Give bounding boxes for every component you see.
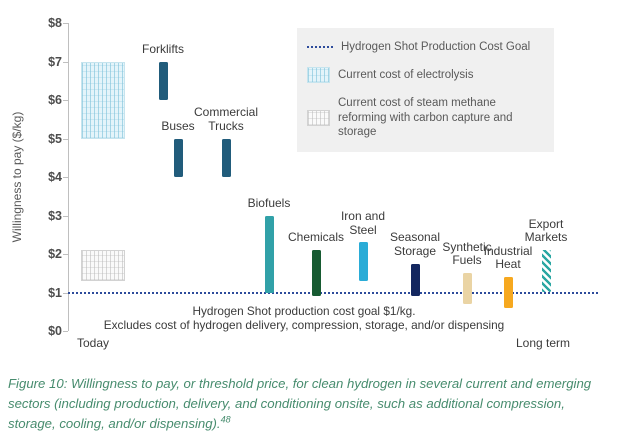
y-tick-label: $3 [48,208,62,223]
y-tick-label: $4 [48,170,62,184]
y-tick-label: $0 [48,324,62,338]
goal-annotation-line1: Hydrogen Shot production cost goal $1/kg… [192,304,416,318]
y-tick-label: $6 [48,93,62,107]
bar-label-iron-and-steel: Iron and Steel [340,208,386,237]
goal-line [68,291,598,294]
bar-label-buses: Buses [161,118,195,133]
legend-item-goal-line: Hydrogen Shot Production Cost Goal [307,40,544,54]
goal-annotation-line2: Excludes cost of hydrogen delivery, comp… [103,317,505,332]
smr-swatch-icon [307,109,330,126]
bar-export-markets [541,250,551,293]
bar-label-biofuels: Biofuels [247,195,291,210]
y-tick-label: $8 [48,16,62,30]
electrolysis-cost-box [81,61,125,139]
bar-synthetic-fuels [462,273,472,305]
legend-item-smr-ccs: Current cost of steam methane reforming … [307,96,544,139]
bar-biofuels [264,215,274,293]
legend-item-electrolysis: Current cost of electrolysis [307,67,544,84]
figure-caption-text: Figure 10: Willingness to pay, or thresh… [8,376,592,431]
bar-label-seasonal-storage: Seasonal Storage [389,230,441,258]
willingness-to-pay-chart: Willingness to pay ($/kg) $0 $1 $2 $3 $4 $5 $6… [10,16,598,350]
legend: Hydrogen Shot Production Cost Goal Curre… [297,28,554,152]
bar-label-chemicals: Chemicals [287,230,344,245]
y-tick-mark [63,100,68,101]
y-tick-label: $7 [48,54,62,69]
y-tick-mark [63,177,68,178]
y-tick-mark [63,331,68,332]
dotted-line-swatch-icon [307,46,333,49]
y-tick-mark [63,23,68,24]
y-tick-label: $5 [48,131,62,146]
x-label-today: Today [76,336,110,350]
bar-forklifts [158,61,168,100]
plot-area: $0 $1 $2 $3 $4 $5 $6 $7 $8 Forklifts Buses Commerci… [48,16,598,338]
bar-commercial-trucks [221,138,231,177]
bar-label-export-markets: Export Markets [524,216,568,245]
y-tick-mark [63,138,68,140]
bar-label-forklifts: Forklifts [142,41,184,56]
y-tick-mark [63,292,68,294]
y-tick-label: $2 [48,247,62,261]
bar-industrial-heat [503,277,513,308]
electrolysis-swatch-icon [307,67,330,84]
goal-annotation: Hydrogen Shot production cost goal $1/kg… [68,304,540,333]
bar-buses [173,138,183,177]
smr-ccs-cost-box [81,250,125,281]
bar-chemicals [311,250,321,297]
legend-label: Current cost of steam methane reforming … [338,97,513,139]
bar-label-synthetic-fuels: Synthetic Fuels [442,239,492,268]
y-axis-line [68,23,69,331]
y-tick-label: $1 [48,285,62,300]
bar-label-commercial-trucks: Commercial Trucks [193,104,258,133]
legend-label: Current cost of electrolysis [338,69,474,82]
legend-label: Hydrogen Shot Production Cost Goal [341,41,531,53]
bar-label-industrial-heat: Industrial Heat [483,243,533,272]
bar-seasonal-storage [410,263,420,297]
figure-caption: Figure 10: Willingness to pay, or thresh… [8,374,614,433]
y-tick-mark [63,254,68,255]
y-tick-mark [63,215,68,217]
y-tick-mark [63,61,68,63]
footnote-marker: 48 [220,414,231,425]
bar-iron-and-steel [358,242,368,281]
x-label-long-term: Long term [515,336,571,350]
